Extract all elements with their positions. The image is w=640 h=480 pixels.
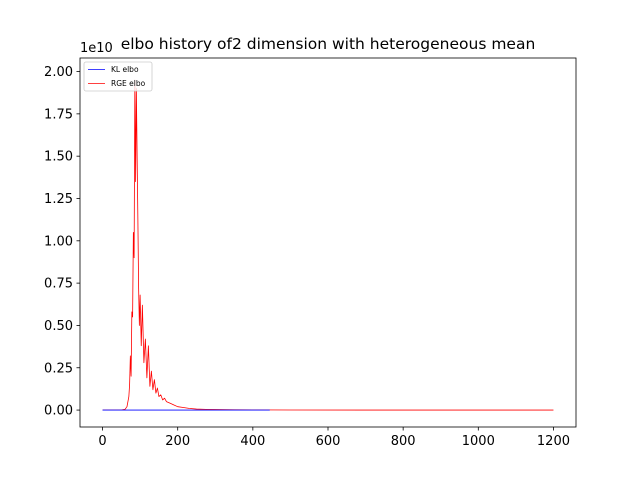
y-tick-label: 0.50 (44, 319, 73, 334)
series-line-rge-elbo (102, 79, 554, 411)
chart-title: elbo history of2 dimension with heteroge… (121, 35, 536, 53)
y-tick-label: 0.75 (44, 277, 73, 292)
x-tick-label: 600 (316, 434, 341, 449)
x-tick-label: 1200 (537, 434, 570, 449)
plot-lines (102, 79, 554, 411)
y-tick-label: 1.75 (44, 107, 73, 122)
x-tick-label: 800 (391, 434, 416, 449)
y-tick-label: 1.50 (44, 150, 73, 165)
x-tick-label: 0 (98, 434, 106, 449)
x-tick-label: 1000 (462, 434, 495, 449)
legend: KL elbo RGE elbo (83, 61, 153, 92)
x-tick-label: 200 (165, 434, 190, 449)
x-tick-label: 400 (240, 434, 265, 449)
y-offset-label: 1e10 (80, 41, 113, 56)
y-tick-label: 1.00 (44, 234, 73, 249)
y-tick-label: 1.25 (44, 192, 73, 207)
legend-label-kl-elbo: KL elbo (111, 65, 139, 74)
y-axis: 0.00 0.25 0.50 0.75 1.00 1.25 1.50 1.75 2.00 (44, 65, 80, 419)
y-tick-label: 2.00 (44, 65, 73, 80)
legend-label-rge-elbo: RGE elbo (111, 79, 146, 88)
y-tick-label: 0.00 (44, 404, 73, 419)
y-tick-label: 0.25 (44, 361, 73, 376)
x-axis: 0 200 400 600 800 1000 1200 (98, 427, 570, 449)
